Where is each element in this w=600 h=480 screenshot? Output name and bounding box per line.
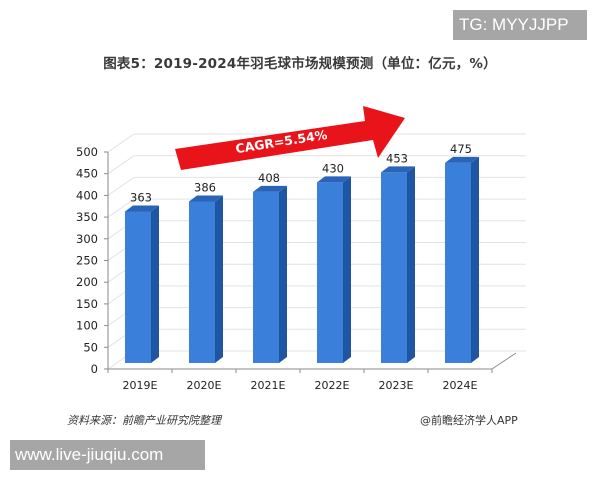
x-tick-label: 2024E [443, 379, 478, 392]
bar-value-label: 408 [258, 171, 280, 185]
bar-2019E: 363 [125, 190, 159, 363]
chart-bars: 363 386 408 430 453 475 [125, 142, 479, 363]
bar-2020E: 386 [189, 180, 223, 363]
y-tick-label: 50 [83, 340, 98, 354]
y-tick-label: 450 [76, 167, 98, 181]
bar-2023E: 453 [381, 151, 415, 363]
y-tick-label: 300 [76, 232, 98, 246]
y-tick-label: 150 [76, 297, 98, 311]
bar-value-label: 453 [386, 151, 408, 165]
y-axis-tick-labels: 0 50 100 150 200 250 300 350 400 450 500 [76, 145, 98, 376]
y-tick-label: 500 [76, 145, 98, 159]
y-tick-label: 350 [76, 210, 98, 224]
watermark-tg-badge: TG: MYYJJPP [453, 10, 587, 40]
chart-title: 图表5：2019-2024年羽毛球市场规模预测（单位：亿元，%） [103, 56, 497, 72]
y-tick-label: 400 [76, 188, 98, 202]
bar-value-label: 363 [130, 190, 152, 204]
x-axis-tick-labels: 2019E 2020E 2021E 2022E 2023E 2024E [123, 379, 478, 392]
x-tick-label: 2022E [315, 379, 350, 392]
bar-value-label: 430 [322, 161, 344, 175]
chart-axes [104, 151, 517, 373]
bar-2022E: 430 [317, 161, 351, 363]
x-tick-label: 2020E [187, 379, 222, 392]
x-tick-label: 2019E [123, 379, 158, 392]
bar-value-label: 386 [194, 180, 216, 194]
credit-note: @前瞻经济学人APP [420, 414, 518, 427]
y-tick-label: 0 [91, 362, 98, 376]
bar-2021E: 408 [253, 171, 287, 363]
bar-2024E: 475 [445, 142, 479, 363]
y-tick-label: 100 [76, 319, 98, 333]
cagr-arrow: CAGR=5.54% [175, 106, 405, 170]
source-note: 资料来源：前瞻产业研究院整理 [67, 414, 221, 427]
x-tick-label: 2023E [379, 379, 414, 392]
x-tick-label: 2021E [251, 379, 286, 392]
watermark-site-badge: www.live-jiuqiu.com [10, 440, 205, 470]
y-tick-label: 200 [76, 275, 98, 289]
y-tick-label: 250 [76, 254, 98, 268]
bar-value-label: 475 [450, 142, 472, 156]
